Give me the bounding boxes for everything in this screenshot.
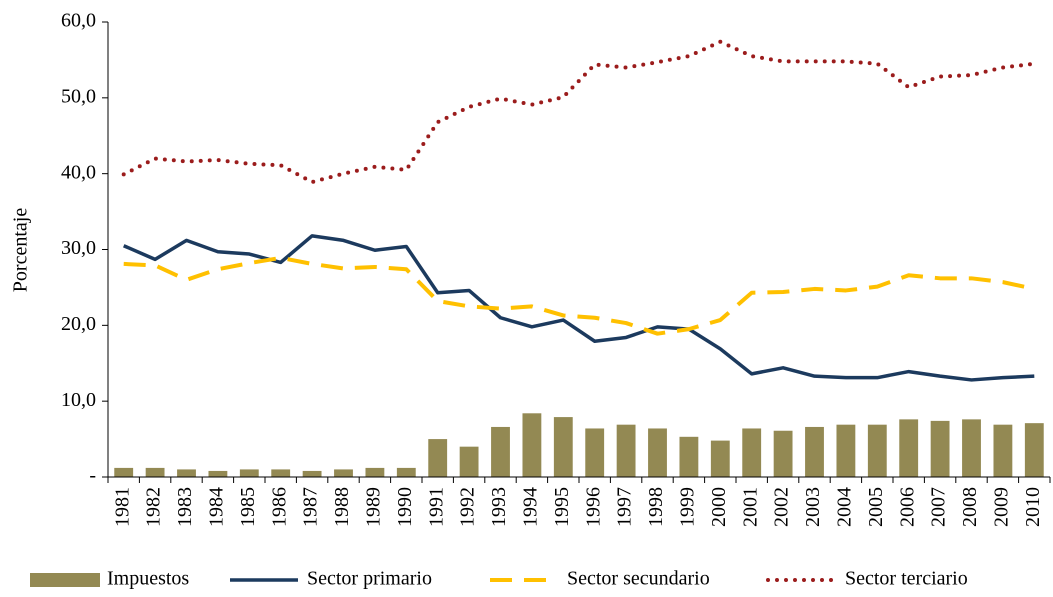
bar	[962, 419, 981, 477]
bar	[459, 446, 479, 477]
y-tick-label: 20,0	[61, 313, 96, 335]
bar	[679, 436, 699, 477]
x-tick-label: 2008	[959, 487, 981, 527]
x-tick-label: 1994	[519, 487, 541, 527]
x-tick-label: 2007	[928, 487, 950, 527]
bar	[208, 470, 228, 477]
bar	[302, 470, 322, 477]
x-tick-label: 2000	[708, 487, 730, 527]
x-tick-label: 1996	[582, 487, 604, 527]
bar	[616, 424, 636, 477]
bar	[805, 426, 824, 477]
x-tick-label: 1997	[614, 487, 636, 527]
x-tick-label: 1983	[174, 487, 196, 527]
legend-label: Sector secundario	[567, 568, 710, 590]
x-tick-label: 1993	[488, 487, 510, 527]
bar	[867, 424, 887, 477]
bar	[114, 467, 134, 477]
x-tick-label: 2002	[771, 487, 793, 527]
legend-label: Impuestos	[107, 568, 189, 590]
legend-label: Sector terciario	[845, 568, 968, 590]
bar	[365, 467, 385, 477]
bar	[334, 469, 353, 477]
bar	[742, 428, 762, 477]
y-tick-label: 60,0	[61, 10, 96, 32]
bar	[585, 428, 605, 477]
x-tick-label: 2010	[1022, 487, 1044, 527]
x-tick-label: 1988	[331, 487, 353, 527]
bar	[836, 424, 856, 477]
x-tick-label: 2003	[802, 487, 824, 527]
bar	[1024, 423, 1044, 477]
x-tick-label: 1998	[645, 487, 667, 527]
y-tick-label: 40,0	[61, 161, 96, 183]
legend-swatch	[30, 573, 100, 587]
legend-label: Sector primario	[307, 568, 432, 590]
line-series	[123, 234, 1035, 382]
y-axis-label: Porcentaje	[10, 208, 32, 293]
x-tick-label: 2004	[833, 487, 855, 527]
y-tick-label: 50,0	[61, 85, 96, 107]
x-tick-label: 2001	[739, 487, 761, 527]
x-tick-label: 2009	[990, 487, 1012, 527]
x-tick-label: 1989	[362, 487, 384, 527]
bar	[648, 428, 667, 477]
bar	[773, 430, 793, 477]
line-series	[121, 39, 1037, 185]
x-tick-label: 1999	[676, 487, 698, 527]
bar	[491, 426, 510, 477]
x-tick-label: 1984	[205, 487, 227, 527]
line-series	[123, 255, 1035, 336]
x-tick-label: 1986	[268, 487, 290, 527]
bar	[710, 440, 730, 477]
x-tick-label: 1981	[111, 487, 133, 527]
bar	[271, 469, 291, 477]
bar	[239, 469, 259, 477]
y-tick-label: -	[89, 465, 96, 487]
y-tick-label: 30,0	[61, 237, 96, 259]
y-tick-label: 10,0	[61, 389, 96, 411]
bar	[396, 467, 416, 477]
x-tick-label: 1987	[300, 487, 322, 527]
bar	[993, 424, 1013, 477]
x-tick-label: 1991	[425, 487, 447, 527]
x-tick-label: 1982	[143, 487, 165, 527]
bar	[522, 413, 542, 477]
x-tick-label: 1992	[457, 487, 479, 527]
x-tick-label: 1995	[551, 487, 573, 527]
x-tick-label: 1990	[394, 487, 416, 527]
bar	[899, 419, 919, 477]
x-tick-label: 2005	[865, 487, 887, 527]
bar	[145, 467, 165, 477]
x-tick-label: 2006	[896, 487, 918, 527]
bar	[930, 420, 950, 477]
bar	[428, 439, 448, 477]
bar	[553, 417, 573, 477]
x-tick-label: 1985	[237, 487, 259, 527]
bar	[177, 469, 196, 477]
